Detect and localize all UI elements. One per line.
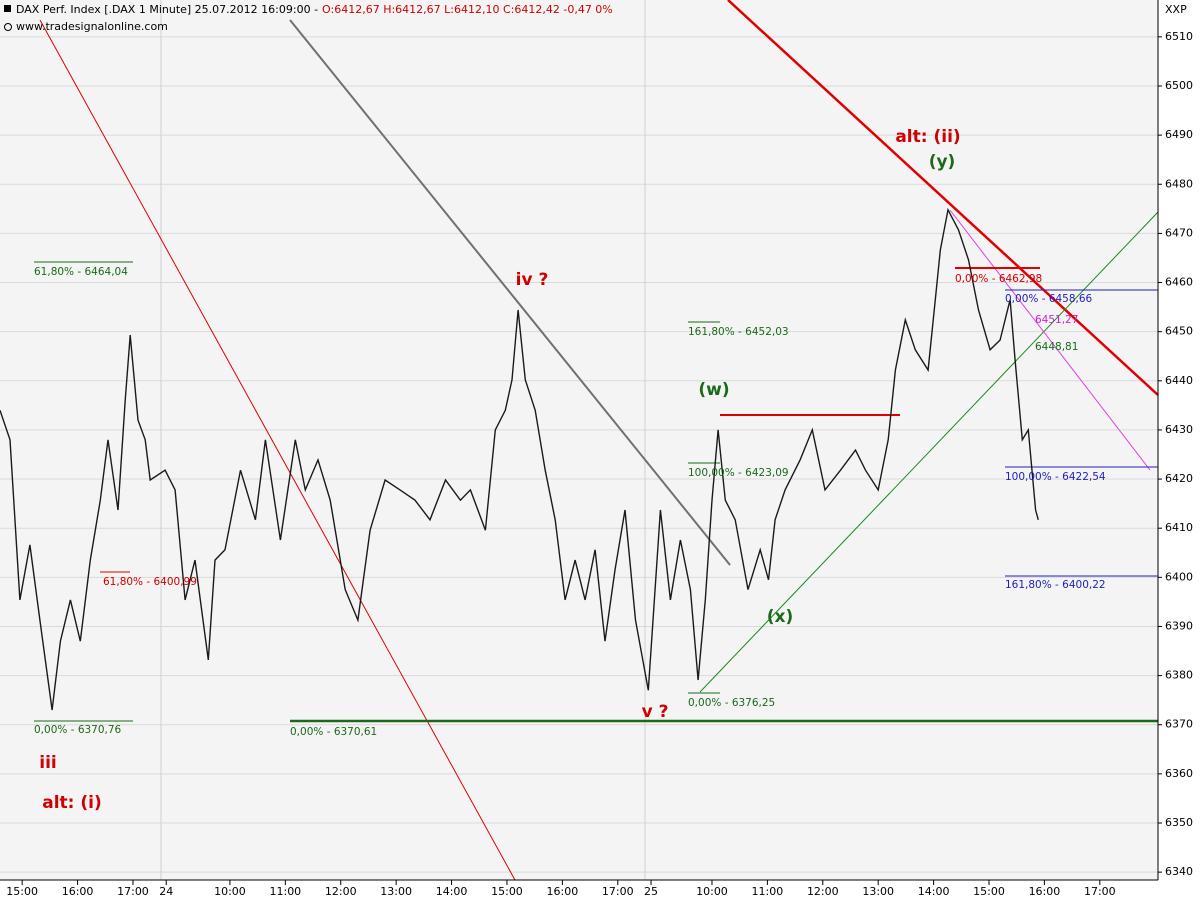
x-tick-label: 16:00 [1029,885,1061,898]
x-tick-label: 10:00 [214,885,246,898]
x-tick-label: 12:00 [807,885,839,898]
chart-subtitle: www.tradesignalonline.com [16,20,168,33]
header-icon [4,23,12,31]
x-tick-label: 13:00 [380,885,412,898]
wave-label: alt: (i) [42,793,102,813]
wave-label: (x) [767,607,794,627]
y-tick-label: 6500 [1165,79,1193,92]
wave-label: iii [39,753,56,773]
x-tick-label: 16:00 [62,885,94,898]
fib-label: 100,00% - 6422,54 [1005,471,1106,483]
x-tick-label: 14:00 [918,885,950,898]
x-tick-label: 15:00 [973,885,1005,898]
y-tick-label: 6390 [1165,619,1193,632]
y-tick-label: 6370 [1165,718,1193,731]
y-tick-label: 6360 [1165,767,1193,780]
y-tick-label: 6470 [1165,226,1193,239]
grid [0,36,1158,873]
plot-area [0,0,1158,880]
drawings [34,0,1159,881]
ohlc-readout: O:6412,67 H:6412,67 L:6412,10 C:6412,42 … [322,3,613,16]
y-tick-label: 6400 [1165,570,1193,583]
fib-label: 6448,81 [1035,341,1078,353]
x-tick-label: 16:00 [547,885,579,898]
header-icon [4,5,11,12]
series [0,207,1039,711]
x-tick-label: 15:00 [6,885,38,898]
x-tick-label: 17:00 [602,885,634,898]
x-tick-label: 15:00 [491,885,523,898]
chart-title: DAX Perf. Index [.DAX 1 Minute] 25.07.20… [16,3,318,16]
fib-label: 0,00% - 6458,66 [1005,293,1093,305]
fib-label: 0,00% - 6462,98 [955,273,1042,285]
wave-label: (y) [929,152,956,172]
y-tick-label: 6420 [1165,472,1193,485]
y-tick-label: 6490 [1165,128,1193,141]
fib-label: 161,80% - 6452,03 [688,326,789,338]
y-tick-label: 6380 [1165,669,1193,682]
x-tick-label: 11:00 [269,885,301,898]
y-tick-label: 6410 [1165,521,1193,534]
trend-line [39,19,516,881]
fib-label: 6451,27 [1035,314,1078,326]
trend-line [289,19,731,566]
trend-line [949,209,1151,471]
x-tick-label: 17:00 [117,885,149,898]
x-tick-label: 17:00 [1084,885,1116,898]
trend-line [699,211,1159,693]
wave-label: (w) [698,380,729,400]
x-tick-label: 25 [644,885,658,898]
x-tick-label: 14:00 [436,885,468,898]
wave-label: v ? [642,702,669,722]
x-tick-label: 10:00 [696,885,728,898]
y-tick-label: 6430 [1165,423,1193,436]
y-tick-label: 6440 [1165,374,1193,387]
fib-label: 0,00% - 6376,25 [688,697,775,709]
fib-label: 100,00% - 6423,09 [688,467,789,479]
trend-line [727,0,1159,396]
fib-label: 0,00% - 6370,76 [34,724,122,736]
x-tick-label: 12:00 [325,885,357,898]
x-tick-label: 13:00 [862,885,894,898]
fib-label: 61,80% - 6400,99 [103,576,197,588]
fib-label: 161,80% - 6400,22 [1005,579,1106,591]
y-tick-label: 6480 [1165,177,1193,190]
fib-label: 0,00% - 6370,61 [290,726,377,738]
x-tick-label: 11:00 [752,885,784,898]
annotations: iv ? alt: (ii) (y) (w) (x) v ? iii alt: … [34,127,1106,813]
price-line [0,207,1039,711]
corner-label: XXP [1165,3,1187,16]
y-tick-label: 6340 [1165,865,1193,878]
x-tick-label: 24 [159,885,173,898]
y-tick-label: 6510 [1165,30,1193,43]
wave-label: alt: (ii) [895,127,960,147]
y-tick-label: 6460 [1165,276,1193,289]
wave-label: iv ? [516,270,549,290]
y-tick-label: 6450 [1165,325,1193,338]
y-tick-label: 6350 [1165,816,1193,829]
fib-label: 61,80% - 6464,04 [34,266,128,278]
